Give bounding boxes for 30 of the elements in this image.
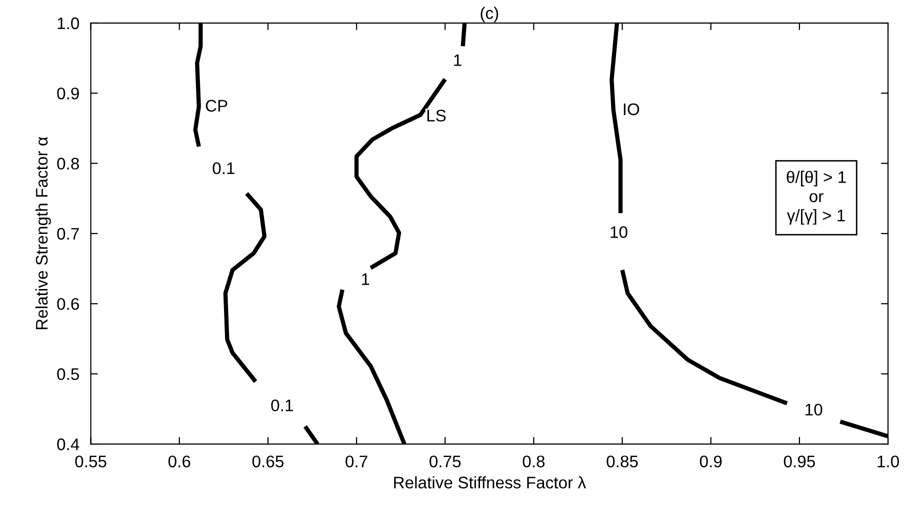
x-tick-label: 0.55 [75,456,106,468]
y-tick-label: 0.8 [57,158,79,170]
x-tick-label: 0.75 [430,456,461,468]
x-tick-label: 0.65 [252,456,284,468]
x-tick-label: 0.85 [606,456,638,468]
y-tick-label: 0.6 [57,298,79,310]
x-tick-label: 0.6 [168,456,190,468]
annotation: LS [427,110,446,122]
y-axis-title: Relative Strength Factor α [35,137,51,330]
annotation: 1 [362,273,370,285]
y-tick-label: 0.4 [57,438,80,450]
annotation: CP [206,100,228,112]
annotation: 10 [806,404,822,416]
x-tick-label: 1.0 [878,456,899,468]
y-tick-label: 0.5 [57,368,79,380]
x-axis-title: Relative Stiffness Factor λ [394,476,586,488]
annotation: 1 [454,54,462,66]
y-tick-label: 0.9 [57,88,79,100]
annotation: 0.1 [271,400,293,412]
x-tick-label: 0.9 [700,456,722,468]
chart-title: (c) [480,6,498,22]
annotation: IO [624,103,640,116]
annotation: θ/[θ] > 1 or γ/[γ] > 1 [786,170,846,225]
x-tick-label: 0.7 [346,456,368,468]
y-tick-label: 0.7 [57,228,79,240]
x-tick-label: 0.8 [522,456,545,468]
annotation: 10 [610,226,628,238]
y-tick-label: 1.0 [58,17,80,30]
annotation: 0.1 [212,162,234,174]
x-tick-label: 0.95 [784,456,815,468]
